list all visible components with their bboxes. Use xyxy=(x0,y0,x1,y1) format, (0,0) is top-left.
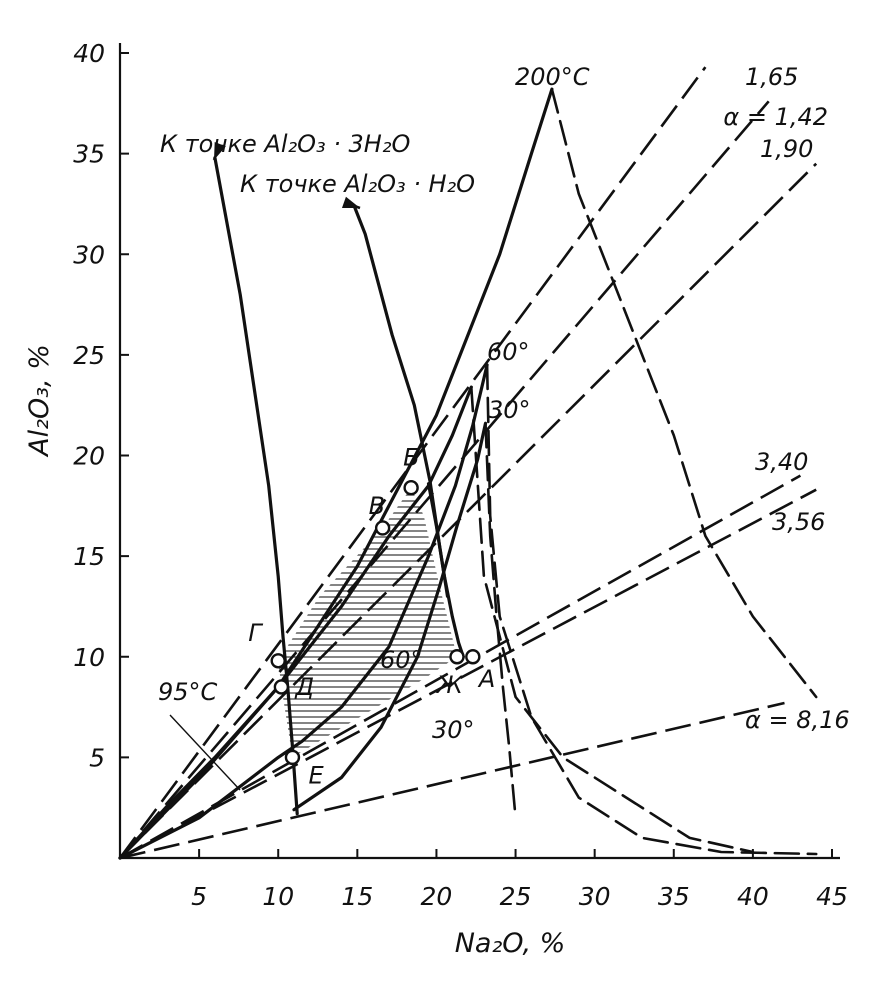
isotherm-label-5: 30° xyxy=(432,716,475,744)
x-tick-label-5: 5 xyxy=(191,882,207,911)
x-tick-label-35: 35 xyxy=(658,882,690,911)
curve-2 xyxy=(118,385,473,860)
y-tick-label-35: 35 xyxy=(73,140,105,169)
monohydrate-arrow-head xyxy=(341,196,360,209)
x-tick-label-30: 30 xyxy=(579,882,611,911)
curve-1 xyxy=(550,87,818,699)
point-label-5: Ж xyxy=(435,671,464,699)
point-label-6: А xyxy=(477,665,495,693)
point-marker-0 xyxy=(403,480,419,496)
ratio-label-0: α = 1,42 xyxy=(723,103,828,131)
molar-ratio-lines: α = 1,42 1,65 1,90 3,40 3,56 α = 8,16 xyxy=(118,63,850,860)
point-label-1: В xyxy=(369,492,385,520)
point-label-0: Б xyxy=(403,444,419,472)
point-marker-1 xyxy=(374,520,391,536)
shaded-region-layer xyxy=(278,487,457,758)
point-marker-6 xyxy=(465,649,481,665)
x-tick-label-20: 20 xyxy=(421,882,453,911)
isotherm-label-3: 30° xyxy=(488,396,531,424)
curve-5 xyxy=(485,363,818,856)
curve-8 xyxy=(484,422,517,820)
ratio-line-3 xyxy=(119,474,802,860)
ratio-label-2: 1,90 xyxy=(760,135,813,163)
tick-layer: 5 10 15 20 25 30 35 40 45 5 10 15 20 25 30 35 40 xyxy=(73,39,848,911)
point-marker-5 xyxy=(449,649,465,665)
text-labels: 200°C 95°C 60° 30° 60° 30° К точке Al₂O₃ · 3H₂… xyxy=(158,63,590,791)
y-tick-label-5: 5 xyxy=(89,743,105,772)
hydrate-arrows xyxy=(212,141,361,210)
x-tick-label-10: 10 xyxy=(262,882,294,911)
ratio-line-5 xyxy=(119,701,785,860)
monohydrate-annotation: К точке Al₂O₃ · H₂O xyxy=(240,170,475,198)
y-axis-title: Al₂O₃, % xyxy=(24,344,55,458)
shaded-region xyxy=(278,487,457,758)
y-tick-label-40: 40 xyxy=(73,39,105,68)
ratio-line-1 xyxy=(119,100,770,859)
curve-6 xyxy=(292,421,488,812)
x-tick-label-45: 45 xyxy=(816,882,848,911)
y-tick-label-25: 25 xyxy=(73,341,105,370)
curve-9 xyxy=(213,156,299,816)
ratio-label-5: α = 8,16 xyxy=(745,706,850,734)
point-marker-4 xyxy=(284,749,301,766)
ratio-label-4: 3,56 xyxy=(772,508,825,536)
y-tick-label-15: 15 xyxy=(73,542,105,571)
point-marker-2 xyxy=(270,653,286,669)
y-tick-label-30: 30 xyxy=(73,240,105,269)
ratio-label-1: 1,65 xyxy=(745,63,798,91)
isotherm-label-0: 200°C xyxy=(515,63,590,91)
x-axis-title: Na₂O, % xyxy=(455,928,566,959)
curve-10 xyxy=(352,204,450,598)
point-marker-3 xyxy=(273,679,290,695)
x-tick-label-40: 40 xyxy=(737,882,769,911)
point-label-2: Г xyxy=(248,619,263,647)
point-label-3: Д xyxy=(294,673,314,701)
curve-3 xyxy=(470,385,755,854)
isotherm-label-1: 95°C xyxy=(158,678,218,706)
trihydrate-annotation: К точке Al₂O₃ · 3H₂O xyxy=(160,130,410,158)
trihydrate-arrow-head xyxy=(214,141,226,160)
curve-0 xyxy=(118,87,554,860)
y-tick-label-20: 20 xyxy=(73,442,105,471)
ratio-line-2 xyxy=(119,162,818,859)
point-label-4: Е xyxy=(308,761,324,789)
y-tick-label-10: 10 xyxy=(73,643,105,672)
label-95-leader xyxy=(169,714,241,791)
isotherm-label-2: 60° xyxy=(487,338,530,366)
ratio-label-3: 3,40 xyxy=(755,448,808,476)
x-tick-label-25: 25 xyxy=(500,882,532,911)
x-tick-label-15: 15 xyxy=(341,882,373,911)
point-markers: БВ Г Д Е Ж А xyxy=(248,444,495,790)
ratio-line-4 xyxy=(119,488,817,860)
isotherm-label-4: 60° xyxy=(380,646,423,674)
